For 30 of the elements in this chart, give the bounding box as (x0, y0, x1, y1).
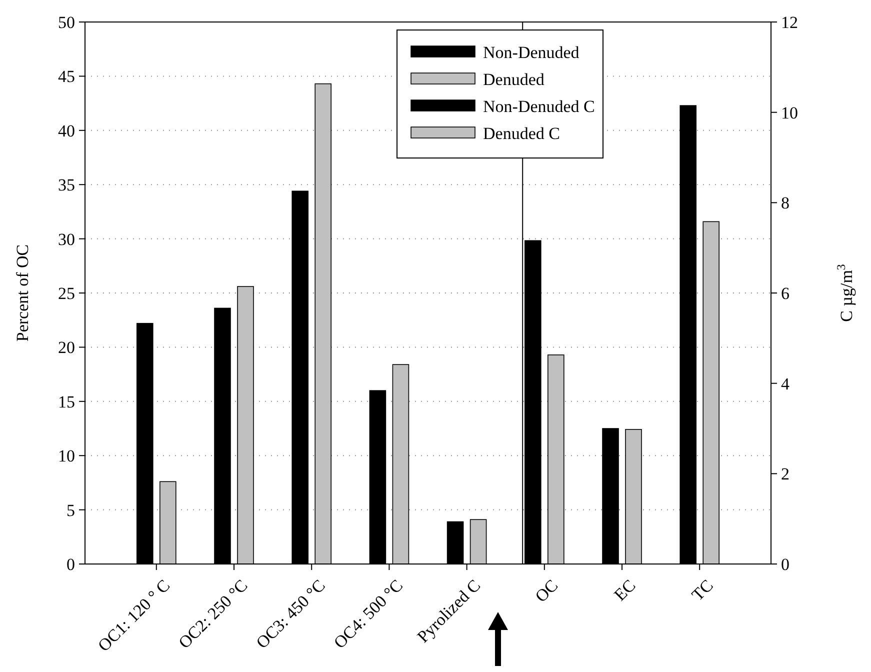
x-tick-label: OC (532, 576, 562, 606)
y-tick-label: 10 (58, 446, 75, 466)
y-tick-label: 5 (66, 500, 75, 520)
x-tick-label: OC1: 120 ° C (94, 576, 174, 656)
y-tick-label: 15 (58, 392, 75, 412)
y2-tick-label: 2 (781, 464, 790, 484)
x-tick-label: OC3: 450 °C (252, 576, 329, 652)
x-tick-label: OC2: 250 °C (174, 576, 252, 652)
legend-label: Denuded C (483, 124, 560, 143)
x-tick-label: EC (610, 576, 640, 605)
x-tick-label: OC4: 500 °C (330, 576, 406, 652)
y-tick-label: 25 (58, 284, 75, 303)
y-tick-label: 50 (58, 12, 75, 32)
y-tick-label: 30 (58, 230, 75, 249)
legend-label: Non-Denuded C (483, 96, 595, 116)
y2-tick-label: 10 (781, 103, 798, 122)
y2-tick-label: 8 (781, 194, 790, 213)
legend-label: Non-Denuded (483, 42, 580, 62)
x-tick-label: TC (688, 576, 717, 605)
y-tick-label: 35 (58, 176, 75, 195)
y-tick-label: 45 (58, 67, 75, 86)
y-axis-title: Percent of OC (13, 244, 32, 342)
y2-tick-label: 6 (781, 284, 790, 303)
y-tick-label: 40 (58, 121, 75, 140)
y-tick-label: 0 (66, 554, 75, 574)
y2-tick-label: 0 (781, 554, 790, 574)
y2-tick-label: 4 (781, 374, 790, 394)
y2-tick-label: 12 (781, 12, 798, 32)
legend-label: Denuded (483, 70, 545, 89)
y-tick-label: 20 (58, 338, 75, 358)
